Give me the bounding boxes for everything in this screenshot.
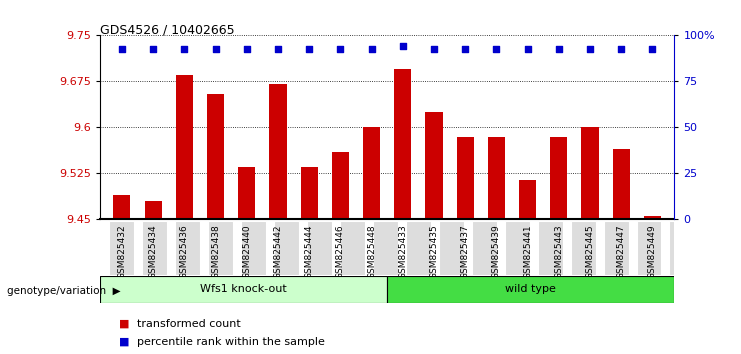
Text: GSM825436: GSM825436 [180, 224, 189, 279]
Point [272, 46, 284, 52]
FancyBboxPatch shape [142, 221, 167, 275]
Point [210, 46, 222, 52]
Text: ■: ■ [119, 337, 129, 347]
Point [365, 46, 377, 52]
Bar [613, 149, 630, 219]
Point [397, 43, 409, 48]
FancyBboxPatch shape [110, 221, 134, 275]
Bar [388, 276, 674, 303]
FancyBboxPatch shape [604, 221, 628, 275]
FancyBboxPatch shape [505, 221, 530, 275]
Text: GDS4526 / 10402665: GDS4526 / 10402665 [100, 23, 235, 36]
FancyBboxPatch shape [669, 221, 694, 275]
Text: GSM825444: GSM825444 [305, 224, 313, 279]
Text: GSM825439: GSM825439 [492, 224, 501, 279]
Text: GSM825441: GSM825441 [523, 224, 532, 279]
Text: GSM825438: GSM825438 [211, 224, 220, 279]
Bar [456, 137, 473, 219]
Point [303, 46, 315, 52]
FancyBboxPatch shape [208, 221, 233, 275]
Text: GSM825448: GSM825448 [367, 224, 376, 279]
FancyBboxPatch shape [637, 221, 662, 275]
Text: ■: ■ [119, 319, 129, 329]
Text: GSM825440: GSM825440 [242, 224, 251, 279]
Bar [488, 137, 505, 219]
Bar [207, 94, 224, 219]
FancyBboxPatch shape [439, 221, 464, 275]
Bar [363, 127, 380, 219]
FancyBboxPatch shape [307, 221, 332, 275]
Point [334, 46, 346, 52]
Bar [100, 276, 388, 303]
Text: GSM825442: GSM825442 [273, 224, 282, 279]
Bar [301, 167, 318, 219]
Text: GSM825432: GSM825432 [117, 224, 127, 279]
Bar [394, 69, 411, 219]
Text: GSM825447: GSM825447 [617, 224, 625, 279]
FancyBboxPatch shape [472, 221, 496, 275]
Bar [269, 85, 287, 219]
Bar [519, 179, 536, 219]
Point [584, 46, 596, 52]
Point [179, 46, 190, 52]
Point [491, 46, 502, 52]
Text: GSM825434: GSM825434 [149, 224, 158, 279]
Point [615, 46, 627, 52]
FancyBboxPatch shape [176, 221, 200, 275]
Point [522, 46, 534, 52]
Bar [176, 75, 193, 219]
Bar [644, 216, 661, 219]
Point [147, 46, 159, 52]
Text: GSM825445: GSM825445 [585, 224, 594, 279]
Bar [238, 167, 256, 219]
Bar [425, 112, 442, 219]
Point [428, 46, 440, 52]
Text: wild type: wild type [505, 284, 556, 295]
Text: transformed count: transformed count [137, 319, 241, 329]
Text: GSM825435: GSM825435 [430, 224, 439, 279]
Point [459, 46, 471, 52]
Text: GSM825433: GSM825433 [398, 224, 408, 279]
Text: Wfs1 knock-out: Wfs1 knock-out [200, 284, 287, 295]
FancyBboxPatch shape [571, 221, 596, 275]
FancyBboxPatch shape [274, 221, 299, 275]
Bar [332, 152, 349, 219]
Bar [113, 195, 130, 219]
Text: GSM825443: GSM825443 [554, 224, 563, 279]
FancyBboxPatch shape [340, 221, 365, 275]
Bar [551, 137, 568, 219]
FancyBboxPatch shape [241, 221, 266, 275]
Text: percentile rank within the sample: percentile rank within the sample [137, 337, 325, 347]
FancyBboxPatch shape [406, 221, 431, 275]
Point [647, 46, 659, 52]
Bar [582, 127, 599, 219]
Bar [144, 201, 162, 219]
FancyBboxPatch shape [373, 221, 398, 275]
Point [553, 46, 565, 52]
FancyBboxPatch shape [538, 221, 562, 275]
Text: GSM825437: GSM825437 [461, 224, 470, 279]
Text: GSM825449: GSM825449 [648, 224, 657, 279]
Text: GSM825446: GSM825446 [336, 224, 345, 279]
Point [241, 46, 253, 52]
Point [116, 46, 127, 52]
Text: genotype/variation  ▶: genotype/variation ▶ [7, 286, 121, 296]
